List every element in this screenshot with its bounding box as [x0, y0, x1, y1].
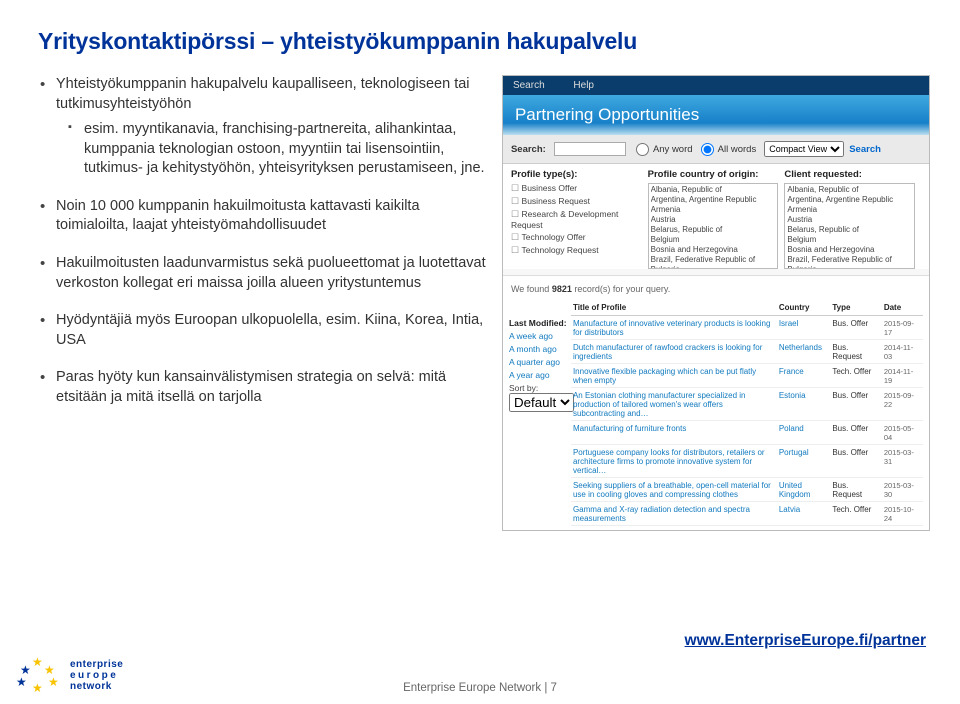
col-date: Date — [882, 300, 923, 316]
table-row[interactable]: Gamma and X-ray radiation detection and … — [571, 502, 923, 526]
search-bar: Search: Any word All words Compact View … — [503, 135, 929, 164]
nav-help[interactable]: Help — [573, 80, 594, 91]
footer: Enterprise Europe Network | 7 — [403, 682, 557, 694]
country-origin-list[interactable]: Albania, Republic of Argentina, Argentin… — [648, 183, 779, 269]
table-row[interactable]: An Estonian clothing manufacturer specia… — [571, 388, 923, 421]
table-row[interactable]: Manufacturing of furniture frontsPolandB… — [571, 421, 923, 445]
partner-link[interactable]: www.EnterpriseEurope.fi/partner — [685, 632, 926, 650]
view-select[interactable]: Compact View — [764, 141, 844, 157]
chk-rd-request[interactable]: Research & Development Request — [511, 209, 642, 230]
filter-client-requested-title: Client requested: — [784, 169, 915, 180]
last-modified-panel: Last Modified: A week ago A month ago A … — [509, 300, 571, 526]
search-button[interactable]: Search — [849, 144, 881, 155]
bullet-1-sub: esim. myyntikanavia, franchising-partner… — [56, 120, 486, 179]
client-requested-list[interactable]: Albania, Republic of Argentina, Argentin… — [784, 183, 915, 269]
dashboard-banner: Partnering Opportunities — [503, 95, 929, 135]
table-row[interactable]: Manufacture of innovative veterinary pro… — [571, 316, 923, 340]
filter-profile-types-title: Profile type(s): — [511, 169, 642, 180]
filter-country-origin-title: Profile country of origin: — [648, 169, 779, 180]
chk-tech-request[interactable]: Technology Request — [511, 245, 642, 256]
lm-week[interactable]: A week ago — [509, 331, 571, 341]
een-logo: ★ ★ ★ ★ ★ ★ enterprise europe network — [18, 657, 158, 692]
bullet-1: Yhteistyökumppanin hakupalvelu kaupallis… — [38, 75, 486, 179]
bullet-2: Noin 10 000 kumppanin hakuilmoitusta kat… — [38, 197, 486, 236]
radio-all-words[interactable]: All words — [701, 143, 757, 156]
nav-search[interactable]: Search — [513, 80, 545, 91]
bullet-4: Hyödyntäjiä myös Euroopan ulkopuolella, … — [38, 311, 486, 350]
chk-business-request[interactable]: Business Request — [511, 196, 642, 207]
records-count: We found 9821 record(s) for your query. — [503, 275, 929, 300]
bullet-list: Yhteistyökumppanin hakupalvelu kaupallis… — [38, 75, 486, 531]
sortby-select[interactable]: Default — [509, 393, 574, 412]
search-label: Search: — [511, 144, 546, 155]
table-row[interactable]: Dutch manufacturer of rawfood crackers i… — [571, 340, 923, 364]
results-table: Title of Profile Country Type Date Manuf… — [571, 300, 923, 526]
col-title: Title of Profile — [571, 300, 777, 316]
page-title: Yrityskontaktipörssi – yhteistyökumppani… — [38, 28, 930, 55]
chk-business-offer[interactable]: Business Offer — [511, 183, 642, 194]
radio-any-word[interactable]: Any word — [636, 143, 693, 156]
bullet-3: Hakuilmoitusten laadunvarmistus sekä puo… — [38, 254, 486, 293]
dashboard-screenshot: Search Help Partnering Opportunities Sea… — [502, 75, 930, 531]
lm-month[interactable]: A month ago — [509, 344, 571, 354]
col-country: Country — [777, 300, 831, 316]
table-row[interactable]: Innovative flexible packaging which can … — [571, 364, 923, 388]
bullet-5: Paras hyöty kun kansainvälistymisen stra… — [38, 368, 486, 407]
lm-quarter[interactable]: A quarter ago — [509, 357, 571, 367]
sortby-label: Sort by: — [509, 383, 571, 393]
col-type: Type — [830, 300, 881, 316]
chk-tech-offer[interactable]: Technology Offer — [511, 232, 642, 243]
search-input[interactable] — [554, 142, 626, 156]
filter-row: Profile type(s): Business Offer Business… — [503, 164, 929, 269]
table-row[interactable]: Seeking suppliers of a breathable, open-… — [571, 478, 923, 502]
table-row[interactable]: Portuguese company looks for distributor… — [571, 445, 923, 478]
dashboard-nav: Search Help — [503, 76, 929, 95]
lm-year[interactable]: A year ago — [509, 370, 571, 380]
